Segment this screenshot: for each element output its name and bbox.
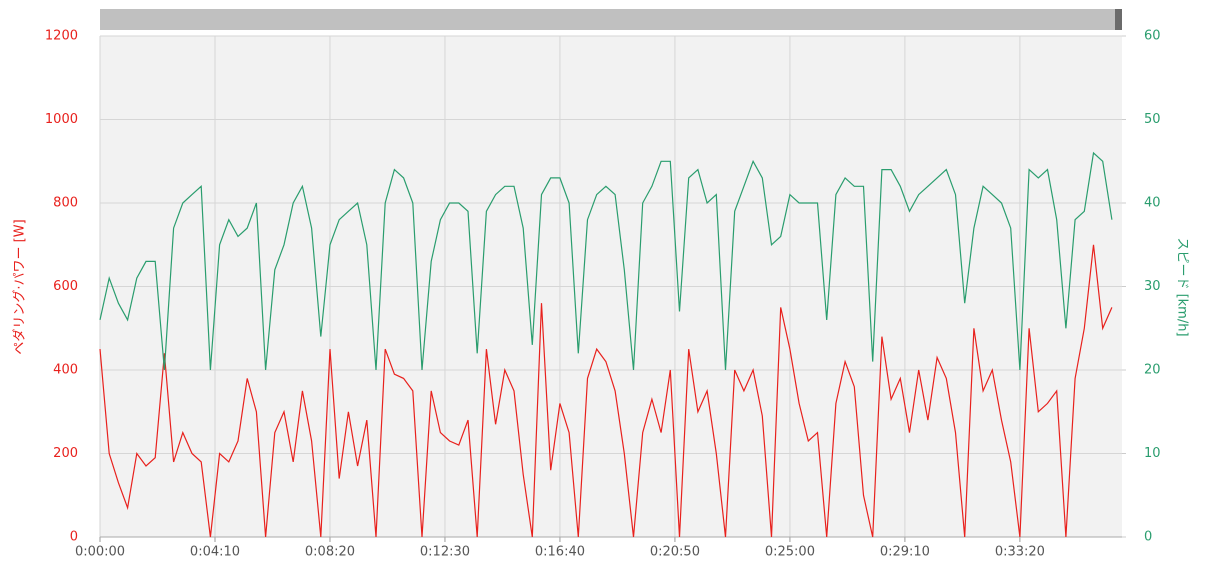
y-tick-label: 200 xyxy=(53,446,78,461)
y-tick-label: 1200 xyxy=(45,29,78,44)
y2-tick-label: 60 xyxy=(1144,29,1161,44)
series-line xyxy=(99,151,1113,371)
y-tick-label: 600 xyxy=(53,279,78,294)
y2-tick-label: 40 xyxy=(1144,196,1161,211)
y-tick-label: 400 xyxy=(53,363,78,378)
scrollbar-handle[interactable] xyxy=(1115,9,1122,30)
x-tick-label: 0:08:20 xyxy=(305,545,355,560)
x-tick-label: 0:20:50 xyxy=(650,545,700,560)
scrollbar[interactable] xyxy=(100,9,1122,30)
y2-tick-label: 30 xyxy=(1144,279,1161,294)
y-tick-label: 0 xyxy=(70,530,78,545)
y2-tick-label: 0 xyxy=(1144,530,1152,545)
y2-tick-label: 20 xyxy=(1144,363,1161,378)
x-tick-label: 0:00:00 xyxy=(75,545,125,560)
y-axis-title: ペダリング·パワー [W] xyxy=(13,219,28,354)
y-tick-label: 1000 xyxy=(45,112,78,127)
x-tick-label: 0:25:00 xyxy=(765,545,815,560)
series-line xyxy=(99,244,1113,538)
y2-axis-title: スピード [km/h] xyxy=(1175,237,1190,336)
x-tick-label: 0:12:30 xyxy=(420,545,470,560)
y2-tick-label: 50 xyxy=(1144,112,1161,127)
x-tick-label: 0:16:40 xyxy=(535,545,585,560)
x-tick-label: 0:04:10 xyxy=(190,545,240,560)
x-tick-label: 0:33:20 xyxy=(995,545,1045,560)
y-tick-label: 800 xyxy=(53,196,78,211)
y2-tick-label: 10 xyxy=(1144,446,1161,461)
x-tick-label: 0:29:10 xyxy=(880,545,930,560)
